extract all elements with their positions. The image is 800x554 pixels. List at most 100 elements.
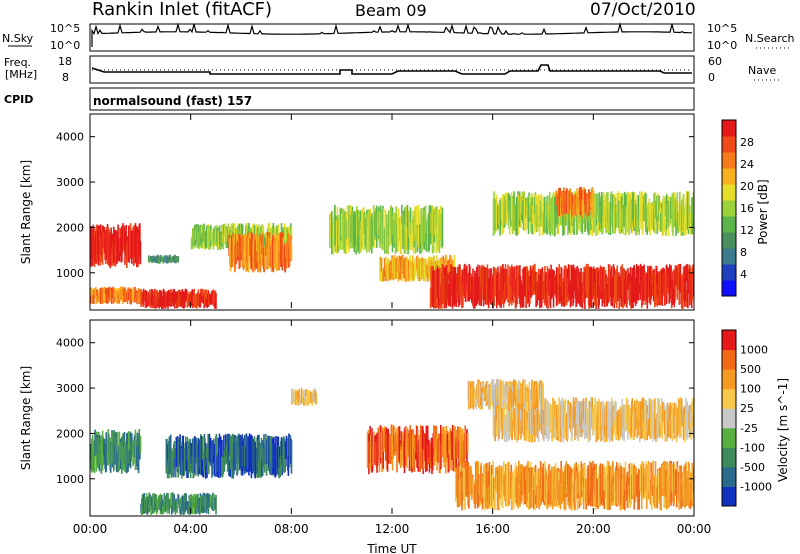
echo-cell bbox=[524, 206, 527, 231]
echo-cell bbox=[676, 192, 679, 229]
nave-label: Nave bbox=[748, 64, 776, 77]
echo-cell bbox=[382, 208, 385, 250]
echo-cell bbox=[231, 433, 234, 473]
echo-cell bbox=[540, 193, 543, 226]
echo-cell bbox=[278, 240, 280, 271]
echo-cell bbox=[642, 397, 645, 432]
echo-cell bbox=[233, 223, 236, 243]
echo-cell bbox=[566, 463, 569, 498]
echo-cell bbox=[378, 211, 381, 236]
echo-cell bbox=[176, 501, 179, 513]
echo-cell bbox=[609, 201, 612, 236]
echo-cell bbox=[385, 256, 387, 271]
echo-cell bbox=[170, 492, 172, 508]
echo-cell bbox=[646, 271, 649, 309]
colorbar-swatch bbox=[722, 168, 736, 185]
colorbar-swatch bbox=[722, 120, 736, 137]
echo-cell bbox=[280, 223, 283, 237]
echo-cell bbox=[607, 192, 609, 223]
echo-cell bbox=[186, 446, 188, 478]
velocity-echo-layer bbox=[90, 379, 694, 515]
echo-cell bbox=[602, 480, 604, 506]
echo-cell bbox=[567, 400, 569, 440]
echo-cell bbox=[529, 389, 532, 403]
echo-cell bbox=[597, 414, 599, 441]
echo-cell bbox=[657, 271, 659, 296]
echo-cell bbox=[568, 267, 570, 301]
beam-label: Beam 09 bbox=[355, 1, 427, 20]
echo-cell bbox=[207, 499, 210, 515]
echo-cell bbox=[303, 396, 305, 406]
echo-cell bbox=[170, 503, 173, 515]
echo-cell bbox=[411, 255, 414, 279]
echo-cell bbox=[421, 433, 423, 469]
xtick-label: 00:00 bbox=[73, 522, 108, 536]
echo-cell bbox=[211, 456, 214, 476]
echo-cell bbox=[173, 441, 176, 469]
echo-cell bbox=[401, 267, 403, 282]
echo-cell bbox=[508, 391, 510, 411]
colorbar-tick-label: 100 bbox=[740, 383, 761, 396]
echo-cell bbox=[672, 217, 674, 236]
colorbar-tick-label: 20 bbox=[740, 180, 754, 193]
echo-cell bbox=[522, 467, 524, 502]
echo-cell bbox=[537, 424, 540, 442]
echo-cell bbox=[551, 404, 553, 442]
echo-cell bbox=[359, 218, 361, 254]
echo-cell bbox=[503, 400, 505, 436]
echo-cell bbox=[406, 204, 409, 228]
site-title: Rankin Inlet (fitACF) bbox=[92, 0, 272, 20]
echo-cell bbox=[594, 201, 597, 218]
freq-unit-label: [MHz] bbox=[5, 68, 37, 81]
echo-cell bbox=[523, 407, 526, 441]
colorbar-swatch bbox=[722, 466, 736, 487]
echo-cell bbox=[577, 402, 579, 442]
nave-tick-top: 60 bbox=[708, 55, 722, 68]
echo-cell bbox=[647, 265, 649, 283]
echo-cell bbox=[559, 273, 562, 302]
echo-cell bbox=[484, 463, 487, 508]
echo-cell bbox=[138, 429, 141, 446]
echo-cell bbox=[537, 401, 539, 439]
echo-cell bbox=[552, 269, 554, 297]
echo-cell bbox=[540, 400, 543, 435]
ytick-label: 1000 bbox=[56, 473, 84, 486]
echo-cell bbox=[481, 264, 484, 294]
echo-cell bbox=[548, 463, 551, 492]
echo-cell bbox=[685, 264, 687, 282]
echo-cell bbox=[260, 438, 263, 477]
echo-cell bbox=[286, 244, 288, 262]
time-axis: 00:00 04:00 08:00 12:00 16:00 20:00 00:00 bbox=[73, 114, 711, 536]
colorbar-tick-label: -100 bbox=[740, 441, 765, 454]
echo-cell bbox=[264, 245, 267, 271]
echo-cell bbox=[104, 288, 106, 303]
power-echo-layer bbox=[90, 186, 694, 310]
echo-cell bbox=[117, 289, 119, 303]
echo-cell bbox=[617, 420, 620, 441]
colorbar-swatch bbox=[722, 232, 736, 249]
echo-cell bbox=[222, 455, 225, 475]
echo-cell bbox=[601, 194, 604, 235]
echo-cell bbox=[660, 468, 662, 511]
velocity-ylabel: Slant Range [km] bbox=[19, 366, 33, 470]
echo-cell bbox=[663, 268, 665, 294]
echo-cell bbox=[215, 433, 218, 464]
freq-tick-top: 18 bbox=[58, 55, 72, 68]
echo-cell bbox=[562, 425, 565, 442]
echo-cell bbox=[592, 190, 595, 214]
echo-cell bbox=[435, 437, 437, 461]
echo-cell bbox=[462, 284, 464, 308]
echo-cell bbox=[626, 276, 629, 304]
echo-cell bbox=[262, 225, 265, 238]
echo-cell bbox=[201, 290, 204, 303]
echo-cell bbox=[586, 408, 589, 426]
echo-cell bbox=[132, 287, 134, 302]
echo-cell bbox=[451, 425, 454, 443]
echo-cell bbox=[543, 424, 545, 442]
colorbar-swatch bbox=[722, 427, 736, 448]
echo-cell bbox=[509, 387, 512, 404]
echo-cell bbox=[305, 389, 307, 396]
echo-cell bbox=[570, 477, 572, 511]
echo-cell bbox=[230, 235, 233, 268]
echo-cell bbox=[409, 207, 412, 235]
